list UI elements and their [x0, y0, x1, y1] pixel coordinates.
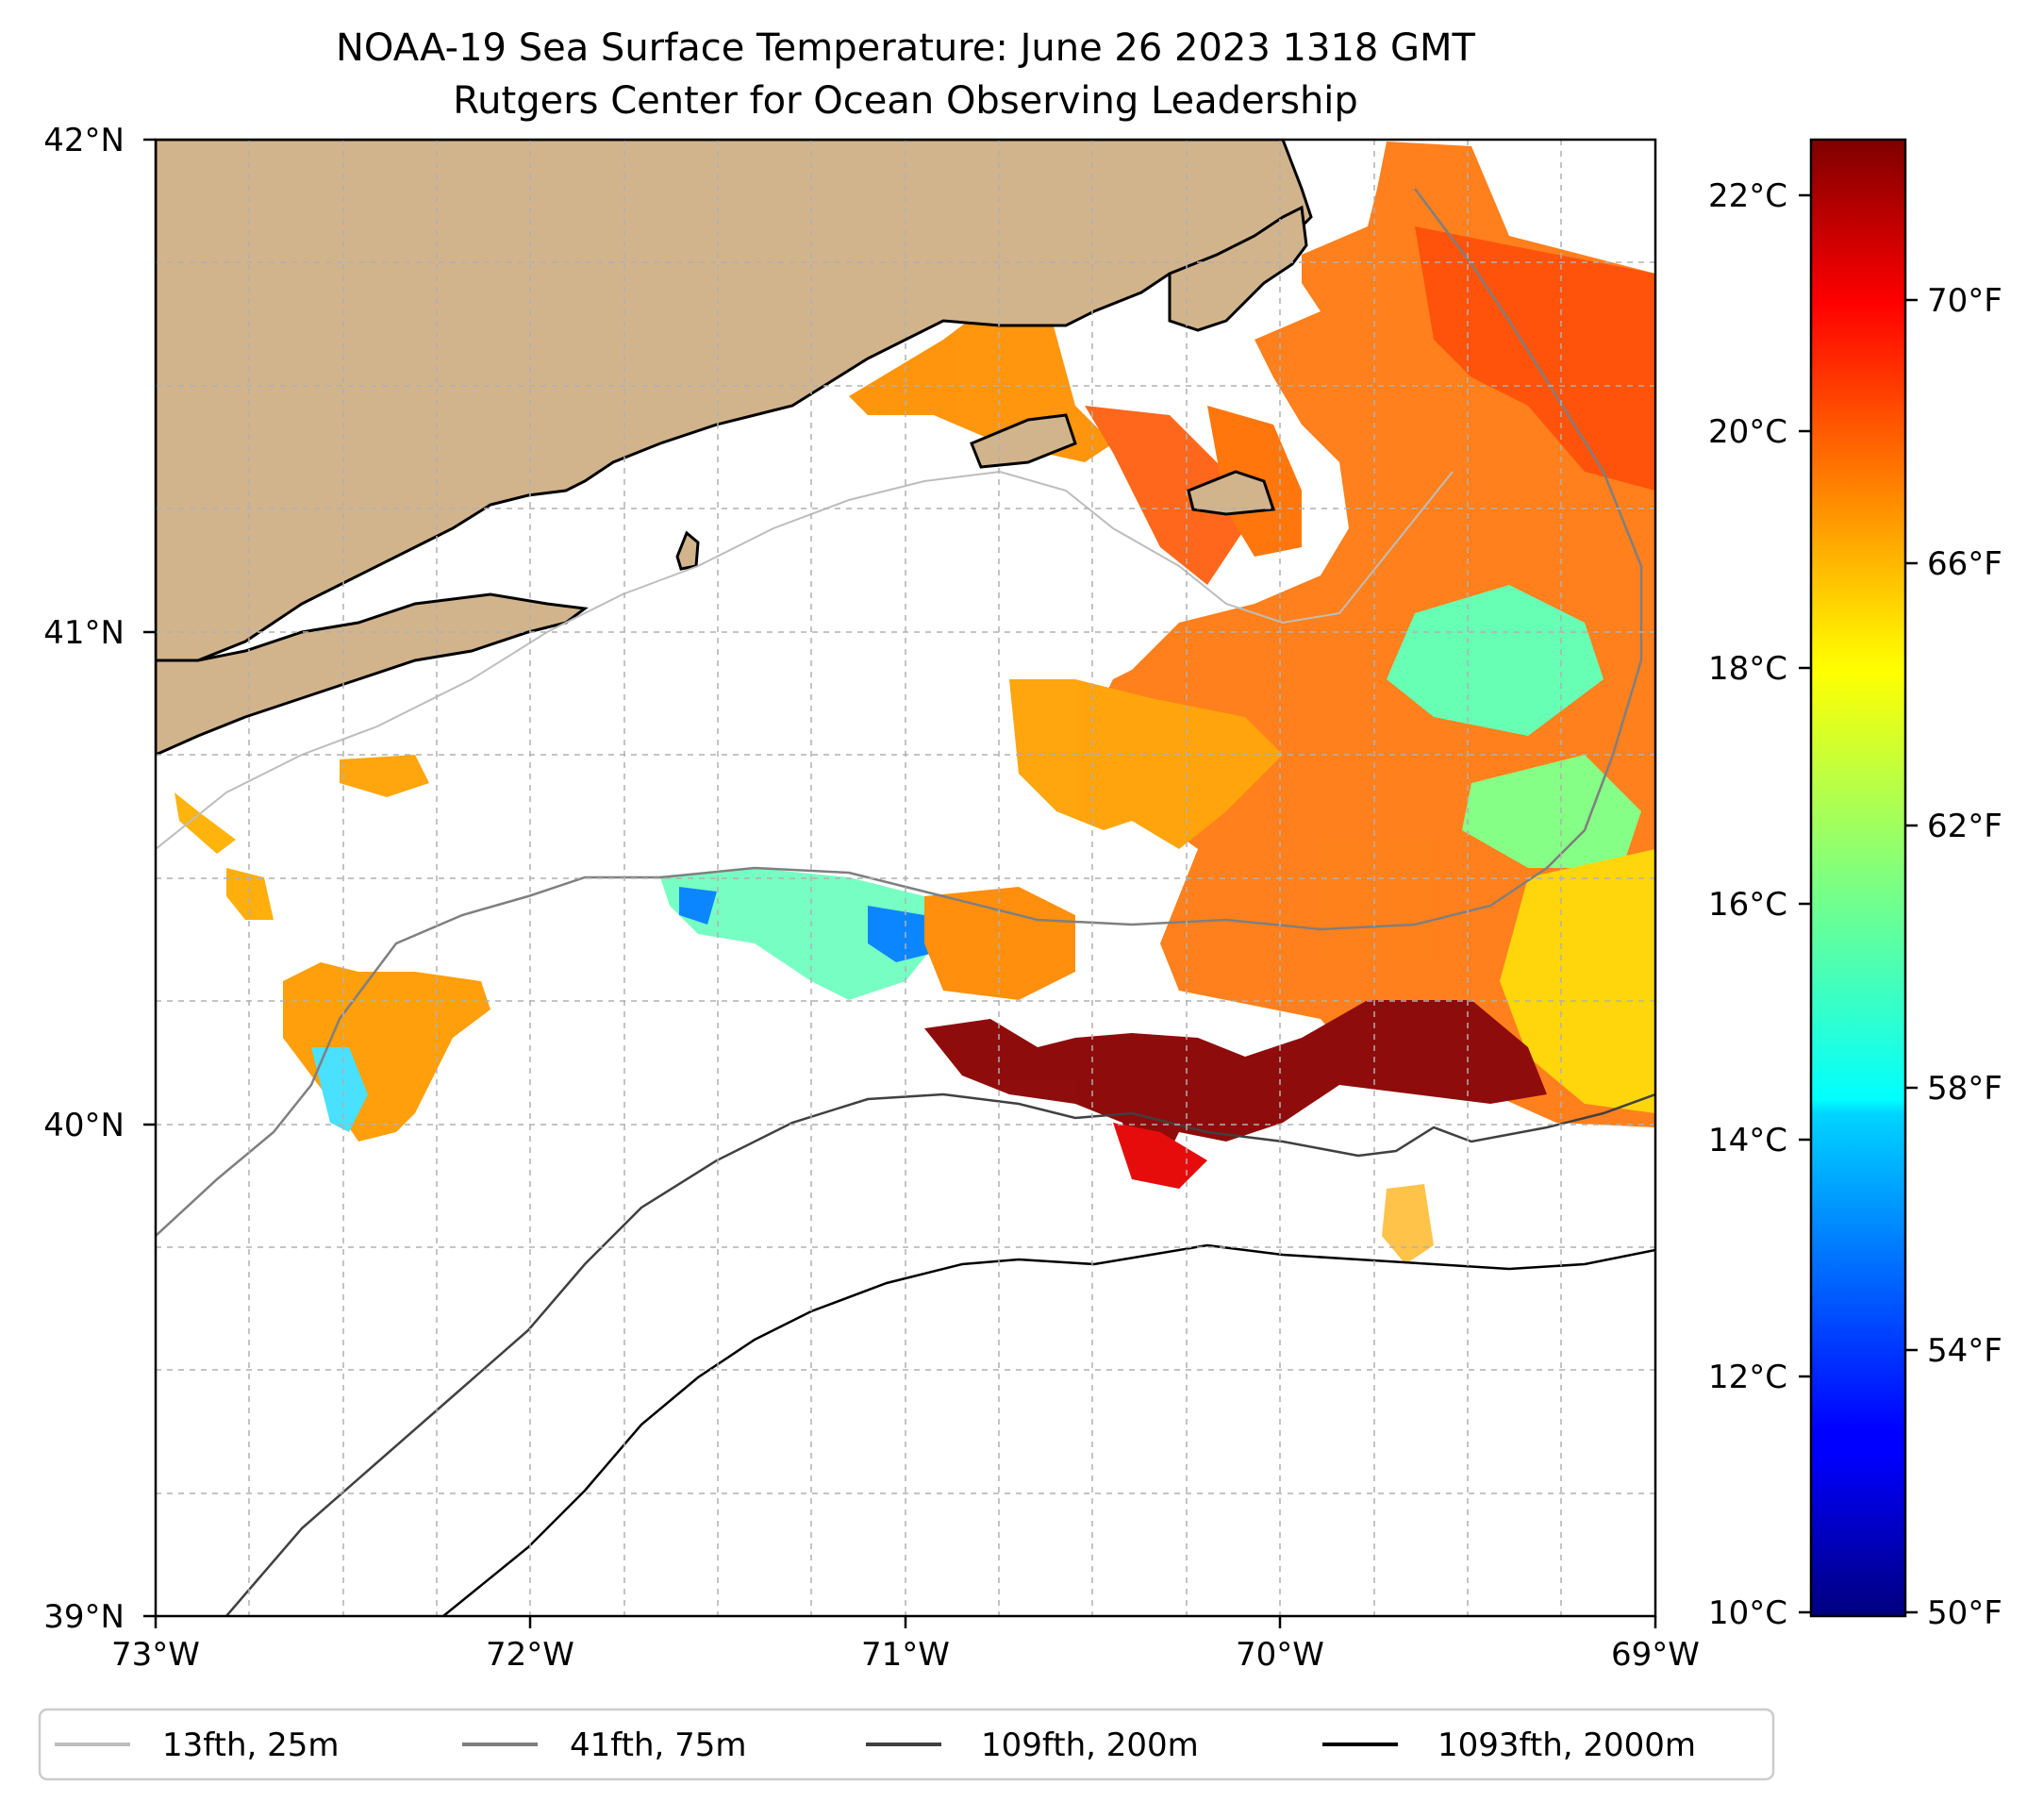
celsius-tick-label: 22°C — [1708, 177, 1787, 215]
contour-75m — [156, 188, 1643, 1237]
legend-label-75m: 41fth, 75m — [570, 1726, 747, 1764]
sst-patch-west-1-cool — [311, 1047, 368, 1132]
celsius-tick-label: 14°C — [1708, 1122, 1787, 1159]
legend-label-2000m: 1093fth, 2000m — [1437, 1726, 1696, 1764]
legend-label-200m: 109fth, 200m — [981, 1726, 1199, 1764]
lat-tick-marks — [143, 138, 156, 1618]
colorbar-gradient — [1809, 138, 1907, 1618]
lon-tick-label: 72°W — [486, 1636, 574, 1674]
sst-patch-shelf-blue — [679, 887, 934, 962]
sst-patch-west-2 — [340, 755, 429, 797]
fahrenheit-tick-label: 66°F — [1927, 545, 2002, 583]
sst-patch-west-3 — [226, 868, 274, 920]
celsius-tick-marks — [1799, 193, 1811, 1614]
lat-tick-label: 41°N — [43, 614, 125, 652]
colorbar: 22°C 20°C 18°C 16°C 14°C 12°C 10°C 70°F … — [1708, 138, 2002, 1632]
lon-tick-label: 69°W — [1611, 1636, 1700, 1674]
contour-200m — [225, 1092, 1655, 1616]
sst-patch-west-4 — [174, 792, 236, 854]
celsius-tick-label: 18°C — [1708, 650, 1787, 688]
sst-patch-nantucket-shoals — [1085, 406, 1245, 585]
title-line-2: Rutgers Center for Ocean Observing Leade… — [453, 79, 1358, 123]
sst-patch-east-warm — [1415, 226, 1655, 491]
sst-data-layer — [174, 142, 1655, 1264]
fahrenheit-tick-label: 54°F — [1927, 1332, 2002, 1370]
contour-25m — [156, 470, 1454, 850]
fahrenheit-tick-marks — [1905, 298, 1918, 1614]
land-nantucket — [1187, 470, 1276, 516]
lon-tick-marks — [154, 1616, 1657, 1628]
land-block-island — [675, 530, 700, 571]
celsius-tick-label: 12°C — [1708, 1359, 1787, 1396]
fahrenheit-tick-label: 50°F — [1927, 1594, 2002, 1632]
sst-patch-central-orange — [1009, 679, 1283, 849]
gridlines — [156, 140, 1655, 1616]
legend: 13fth, 25m 41fth, 75m 109fth, 200m 1093f… — [38, 1708, 1775, 1781]
lon-tick-label: 73°W — [111, 1636, 200, 1674]
legend-item-75m: 41fth, 75m — [462, 1726, 747, 1764]
land-marthas-vineyard — [970, 413, 1077, 469]
contour-2000m — [442, 1243, 1655, 1616]
fahrenheit-tick-label: 58°F — [1927, 1070, 2002, 1108]
lat-tick-labels: 42°N 41°N 40°N 39°N — [43, 122, 125, 1636]
fahrenheit-tick-label: 70°F — [1927, 282, 2002, 320]
sst-patch-red-fringe — [1113, 1123, 1207, 1189]
celsius-tick-label: 10°C — [1708, 1594, 1787, 1632]
bathymetry-layer — [156, 188, 1655, 1616]
lon-tick-label: 71°W — [861, 1636, 950, 1674]
lon-tick-label: 70°W — [1236, 1636, 1324, 1674]
sst-patch-mid-orange — [924, 887, 1075, 1000]
lon-tick-labels: 73°W 72°W 71°W 70°W 69°W — [111, 1636, 1700, 1674]
fahrenheit-tick-labels: 70°F 66°F 62°F 58°F 54°F 50°F — [1927, 282, 2002, 1632]
fahrenheit-tick-label: 62°F — [1927, 808, 2002, 845]
lat-tick-label: 42°N — [43, 122, 125, 159]
celsius-tick-labels: 22°C 20°C 18°C 16°C 14°C 12°C 10°C — [1708, 177, 1787, 1632]
lat-tick-label: 40°N — [43, 1107, 125, 1144]
sst-patch-far-south — [1382, 1184, 1434, 1264]
legend-item-25m: 13fth, 25m — [55, 1726, 340, 1764]
celsius-tick-label: 16°C — [1708, 886, 1787, 924]
celsius-tick-label: 20°C — [1708, 413, 1787, 451]
sst-patch-yellow-east — [1500, 849, 1655, 1113]
lat-tick-label: 39°N — [43, 1598, 125, 1636]
land-cape-cod — [1168, 205, 1308, 332]
legend-item-200m: 109fth, 200m — [866, 1726, 1199, 1764]
title-line-1: NOAA-19 Sea Surface Temperature: June 26… — [336, 26, 1476, 70]
legend-label-25m: 13fth, 25m — [162, 1726, 340, 1764]
sst-patch-shelf-cool — [660, 868, 943, 1000]
sst-patch-warm-south — [924, 1000, 1547, 1179]
land-layer — [156, 140, 1313, 757]
map-panel — [156, 140, 1655, 1616]
legend-item-2000m: 1093fth, 2000m — [1322, 1726, 1696, 1764]
sst-patch-cool-core — [1387, 585, 1604, 736]
sst-patch-cool-core-2 — [1462, 755, 1641, 868]
